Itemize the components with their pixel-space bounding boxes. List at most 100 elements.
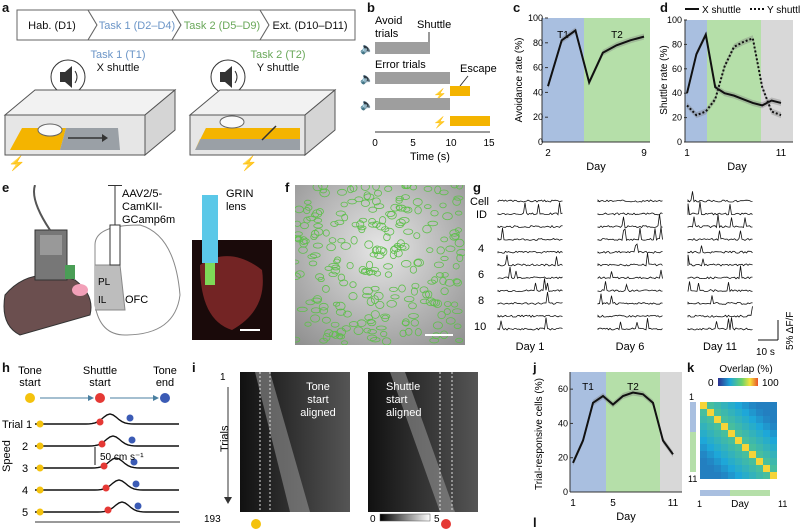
overlap-cell bbox=[714, 451, 721, 458]
calcium-trace bbox=[497, 199, 563, 203]
cell-roi bbox=[398, 284, 406, 293]
overlap-cell bbox=[707, 409, 714, 416]
overlap-cell bbox=[735, 451, 742, 458]
trial-first: 1 bbox=[220, 372, 226, 383]
shuttle-start-marker bbox=[98, 440, 106, 448]
cell-roi bbox=[452, 263, 460, 270]
chart-c: T1 T2 0 20 40 60 80 100 2 9 Day Avoidance rat… bbox=[514, 13, 650, 173]
overlap-cell bbox=[707, 437, 714, 444]
cell-roi bbox=[319, 307, 329, 315]
cell-roi bbox=[303, 216, 311, 224]
label-error-trials: Error trials bbox=[375, 59, 426, 71]
shuttle-start-marker bbox=[100, 462, 108, 470]
shuttle-aligned-label: aligned bbox=[386, 407, 421, 419]
cell-roi bbox=[300, 222, 309, 230]
grin-lens bbox=[202, 195, 218, 263]
series-line bbox=[686, 31, 782, 107]
panel-g-traces: Cell ID 4 6 8 10 Day 1 Day 6 Day 11 10 s… bbox=[470, 191, 796, 358]
overlap-cell bbox=[735, 465, 742, 472]
panel-label-l: l bbox=[533, 515, 537, 530]
overlap-cell bbox=[770, 458, 777, 465]
day-label: Day 1 bbox=[516, 341, 545, 353]
calcium-trace bbox=[497, 317, 563, 331]
overlap-cell bbox=[735, 458, 742, 465]
cell-roi bbox=[439, 277, 447, 285]
overlap-cell bbox=[770, 423, 777, 430]
cell-roi bbox=[346, 261, 354, 270]
calcium-trace bbox=[497, 202, 563, 216]
calcium-trace bbox=[597, 293, 663, 306]
cell-roi bbox=[409, 265, 417, 274]
cell-roi bbox=[375, 246, 386, 255]
overlap-cell bbox=[728, 423, 735, 430]
tone-end-marker bbox=[130, 458, 138, 466]
overlap-cell bbox=[714, 458, 721, 465]
y-tick-label: 40 bbox=[558, 418, 568, 428]
calcium-trace bbox=[687, 295, 753, 305]
speaker-icon: 🔈 bbox=[360, 43, 374, 55]
overlap-cell bbox=[763, 451, 770, 458]
tone-start-marker bbox=[36, 508, 44, 516]
cell-roi bbox=[360, 199, 370, 207]
d-ylabel: Shuttle rate (%) bbox=[659, 45, 670, 114]
tone-start-marker bbox=[36, 486, 44, 494]
cell-roi bbox=[294, 205, 304, 214]
y-tick-label: 60 bbox=[558, 384, 568, 394]
c-xlabel: Day bbox=[586, 161, 606, 173]
cell-roi bbox=[396, 245, 407, 251]
cell-roi bbox=[373, 203, 385, 209]
cell-roi bbox=[343, 310, 352, 318]
overlap-cell bbox=[735, 444, 742, 451]
cell-roi bbox=[400, 260, 412, 268]
overlap-cell bbox=[735, 472, 742, 479]
tone-end-label: Tone bbox=[153, 365, 177, 377]
overlap-cell bbox=[763, 416, 770, 423]
cell-roi bbox=[450, 182, 459, 189]
overlap-cell bbox=[714, 472, 721, 479]
cell-roi bbox=[364, 240, 374, 249]
cell-roi bbox=[362, 293, 372, 299]
calcium-trace bbox=[597, 199, 663, 203]
overlap-cell bbox=[721, 409, 728, 416]
overlap-cell bbox=[728, 465, 735, 472]
shuttle-start-marker bbox=[104, 506, 112, 514]
cell-roi bbox=[454, 227, 463, 233]
cell-roi bbox=[396, 239, 405, 248]
overlap-cell bbox=[742, 409, 749, 416]
overlap-cell bbox=[735, 402, 742, 409]
cell-roi bbox=[451, 232, 460, 240]
shuttle-box-y: ⚡ bbox=[188, 88, 337, 172]
task2-label: Task 2 (T2) bbox=[250, 49, 305, 61]
y-tick-label: 60 bbox=[672, 64, 682, 74]
calcium-trace bbox=[687, 306, 753, 318]
cell-roi bbox=[351, 221, 360, 228]
j-xlabel: Day bbox=[616, 511, 636, 523]
k-xlabel: Day bbox=[731, 499, 749, 510]
overlap-cell bbox=[735, 416, 742, 423]
cell-roi bbox=[337, 273, 346, 282]
overlap-cell bbox=[756, 430, 763, 437]
overlap-cell bbox=[756, 437, 763, 444]
t1-label: T1 bbox=[557, 30, 569, 41]
panel-k-overlap: Overlap (%) 0 100 1 11 1 11 Day bbox=[688, 364, 787, 510]
y-tick-label: 0 bbox=[563, 487, 568, 497]
series-line bbox=[572, 391, 674, 464]
cell-roi bbox=[315, 273, 325, 281]
label-trials: trials bbox=[375, 28, 399, 40]
tone-end-marker bbox=[132, 480, 140, 488]
overlap-cell bbox=[707, 430, 714, 437]
calcium-trace bbox=[687, 230, 753, 241]
shuttle-start-marker bbox=[96, 418, 104, 426]
cell-roi bbox=[385, 210, 396, 217]
shuttle-start-marker bbox=[102, 484, 110, 492]
overlap-cell bbox=[714, 444, 721, 451]
trial-label: Trial 1 bbox=[2, 419, 32, 431]
cell-roi bbox=[387, 210, 397, 220]
cell-roi bbox=[322, 332, 331, 342]
overlap-cell bbox=[756, 402, 763, 409]
cell-roi bbox=[441, 272, 449, 278]
cell-roi bbox=[313, 228, 324, 236]
cell-id: 10 bbox=[474, 321, 486, 333]
overlap-cell bbox=[714, 437, 721, 444]
cell-roi bbox=[368, 218, 376, 225]
